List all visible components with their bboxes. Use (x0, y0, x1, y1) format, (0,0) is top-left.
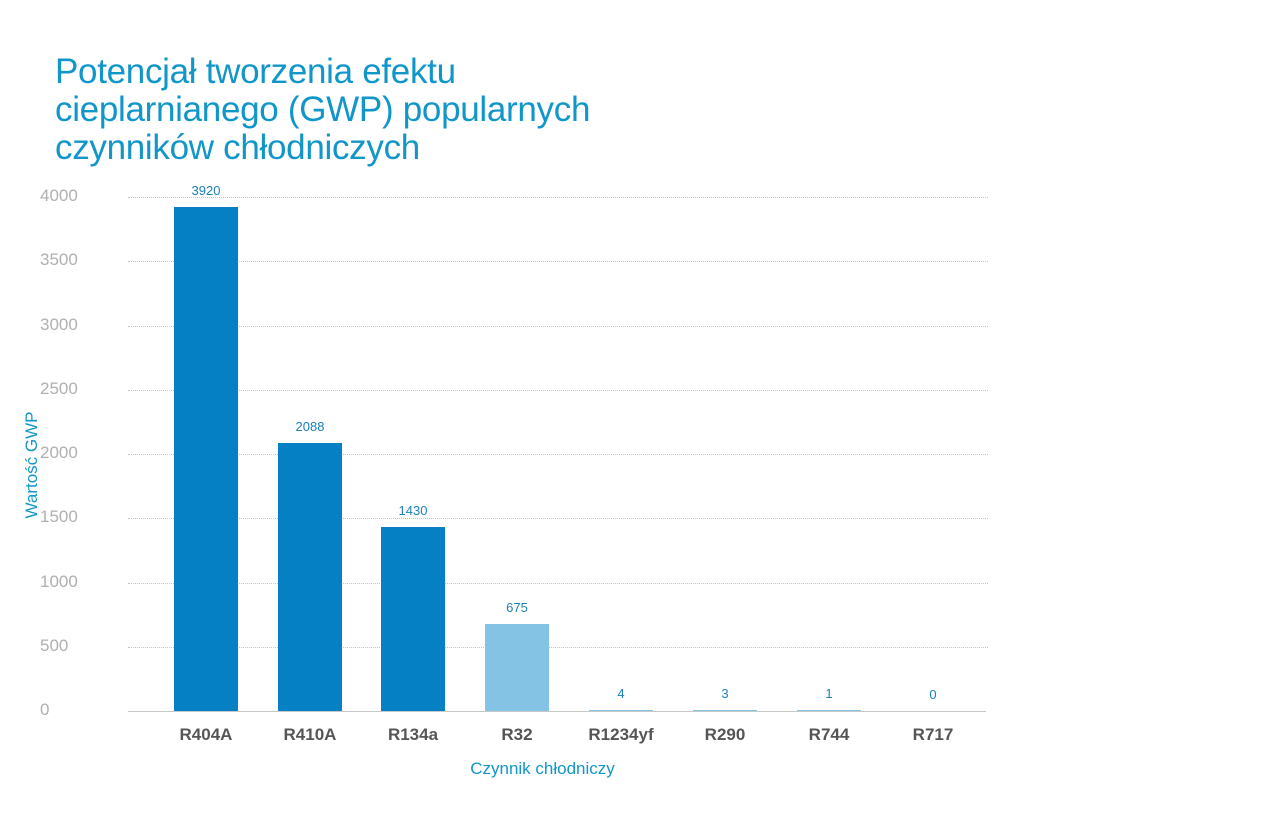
bar-r404a (174, 207, 238, 711)
value-label: 1 (825, 685, 833, 701)
y-tick-label: 1000 (40, 571, 78, 591)
category-label: R410A (283, 725, 337, 744)
gridline (128, 389, 988, 391)
gridline (128, 518, 988, 520)
gridline (128, 325, 988, 327)
chart-title-line-1: Potencjał tworzenia efektu (55, 52, 456, 91)
chart-title-line-2: cieplarnianego (GWP) popularnych (55, 90, 591, 129)
bar-r32 (485, 624, 549, 711)
bar-r744 (797, 709, 861, 711)
y-tick-label: 500 (40, 635, 69, 655)
value-label: 0 (929, 687, 937, 702)
y-tick-label: 3500 (40, 250, 78, 270)
category-label: R717 (912, 725, 954, 744)
chart-title-line-3: czynników chłodniczych (55, 128, 420, 167)
y-axis-title: Wartość GWP (22, 411, 41, 519)
gridline (128, 261, 988, 263)
y-tick-label: 0 (40, 700, 50, 719)
value-label: 3920 (191, 183, 221, 199)
bar-r290 (693, 709, 757, 711)
category-label: R1234yf (588, 725, 654, 744)
x-axis-baseline (128, 711, 986, 712)
x-axis-title: Czynnik chłodniczy (470, 759, 615, 778)
value-label: 1430 (398, 503, 428, 519)
value-label: 4 (617, 685, 625, 701)
value-label: 2088 (295, 418, 325, 434)
bar-r410a (278, 442, 342, 711)
gridline (128, 454, 988, 455)
category-label: R744 (808, 725, 850, 744)
gridline (128, 197, 988, 198)
category-label: R32 (501, 725, 533, 744)
bar-r134a (381, 527, 445, 711)
gridline (128, 582, 988, 584)
category-label: R404A (179, 725, 233, 744)
gridline (128, 646, 988, 648)
value-label: 3 (721, 685, 729, 701)
chart-title: Potencjał tworzenia efektu cieplarnianeg… (55, 53, 755, 167)
y-tick-label: 2000 (40, 443, 78, 462)
y-tick-label: 2500 (40, 378, 78, 398)
y-tick-label: 3000 (40, 314, 78, 334)
bar-r1234yf (589, 709, 653, 711)
y-tick-label: 4000 (40, 186, 78, 205)
value-label: 675 (506, 600, 528, 616)
y-tick-label: 1500 (40, 507, 78, 527)
category-label: R290 (704, 725, 746, 744)
category-label: R134a (387, 725, 439, 744)
